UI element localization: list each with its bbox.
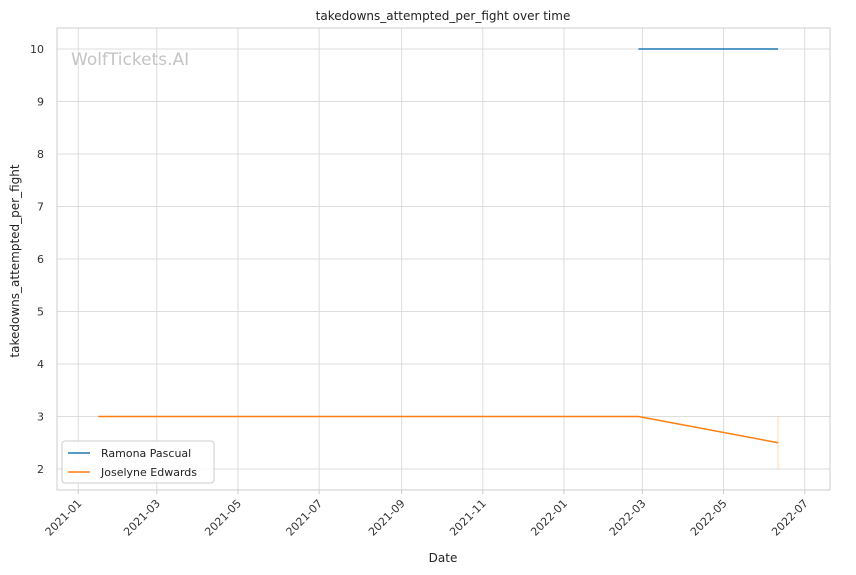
plot-area [56,27,831,491]
series-layer [98,48,779,444]
x-tick-label: 2022-07 [769,497,811,539]
y-tick-label: 9 [37,96,44,109]
x-tick-label: 2021-11 [447,497,489,539]
y-tick-label: 7 [37,201,44,214]
watermark: WolfTickets.AI [71,50,189,70]
legend-label-ramona-pascual: Ramona Pascual [101,447,191,460]
x-tick-label: 2021-03 [121,497,163,539]
y-axis-label: takedowns_attempted_per_fight [8,164,22,357]
y-tick-label: 8 [37,148,44,161]
y-tick-label: 4 [37,358,44,371]
y-tick-label: 2 [37,463,44,476]
x-tick-label: 2021-01 [43,497,85,539]
x-tick-label: 2022-01 [528,497,570,539]
legend: Ramona Pascual Joselyne Edwards [61,440,215,484]
y-tick-labels: 2 3 4 5 6 7 8 9 10 [30,43,44,476]
x-tick-label: 2022-05 [688,497,730,539]
x-axis-label: Date [429,551,458,565]
x-tick-label: 2022-03 [607,497,649,539]
x-tick-label: 2021-05 [202,497,244,539]
y-tick-label: 5 [37,306,44,319]
series-line-1 [98,415,779,444]
chart-title: takedowns_attempted_per_fight over time [316,9,571,23]
y-tick-label: 10 [30,43,44,56]
y-tick-label: 3 [37,411,44,424]
x-tick-label: 2021-09 [366,497,408,539]
x-tick-labels: 2021-01 2021-03 2021-05 2021-07 2021-09 2021-… [43,497,811,539]
y-tick-label: 6 [37,253,44,266]
legend-label-joselyne-edwards: Joselyne Edwards [100,466,197,479]
legend-box [61,440,215,484]
x-tick-label: 2021-07 [284,497,326,539]
grid [57,28,830,494]
